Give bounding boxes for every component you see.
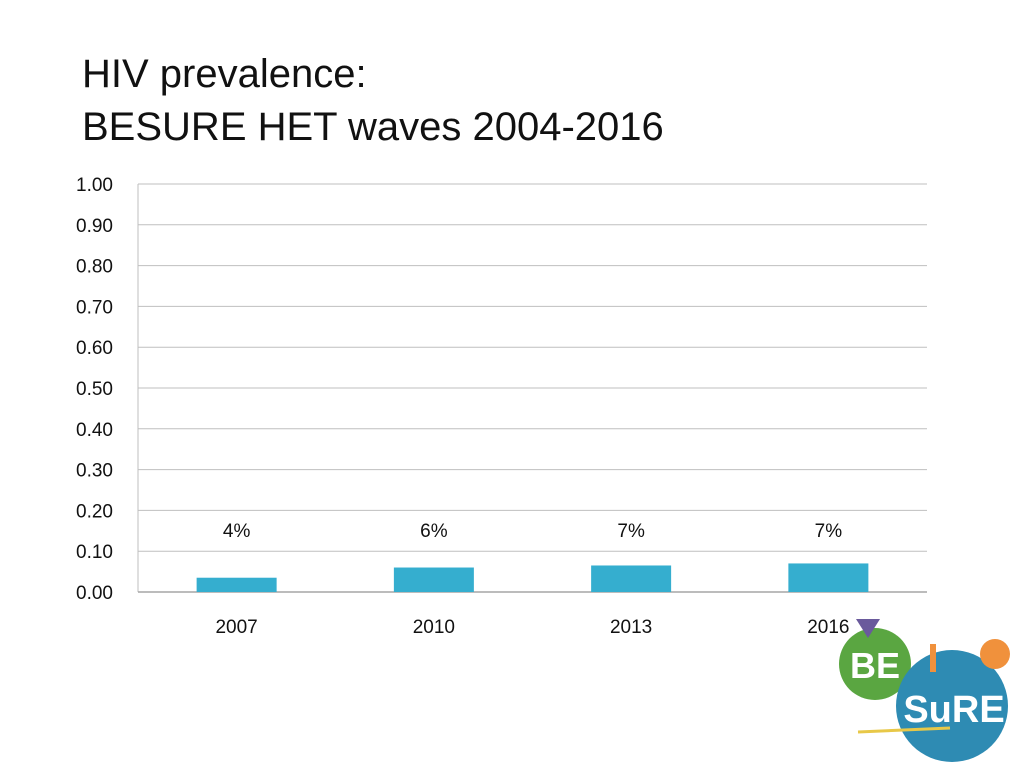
y-tick-label: 0.70: [76, 297, 113, 318]
logo-yellow-line: [857, 726, 951, 734]
bar: [393, 567, 474, 592]
y-tick-label: 0.00: [76, 583, 113, 604]
data-label: 4%: [223, 521, 251, 542]
slide-title-line-2: BESURE HET waves 2004-2016: [82, 105, 664, 149]
slide-title-line-1: HIV prevalence:: [82, 52, 367, 96]
y-tick-label: 0.30: [76, 461, 113, 482]
slide-title: HIV prevalence: BESURE HET waves 2004-20…: [82, 48, 664, 154]
y-tick-label: 0.40: [76, 420, 113, 441]
y-tick-label: 0.80: [76, 257, 113, 278]
logo-green-circle: [839, 628, 911, 700]
bar: [196, 577, 277, 592]
y-tick-label: 0.90: [76, 216, 113, 237]
bar: [591, 565, 672, 592]
logo-text-be: BE: [850, 645, 900, 686]
y-tick-label: 0.10: [76, 542, 113, 563]
y-tick-label: 0.20: [76, 501, 113, 522]
logo-orange-dot: [980, 639, 1010, 669]
y-tick-label: 1.00: [76, 175, 113, 196]
logo-blue-circle: [896, 650, 1008, 762]
y-tick-label: 0.60: [76, 338, 113, 359]
x-tick-label: 2016: [807, 617, 849, 638]
y-tick-label: 0.50: [76, 379, 113, 400]
logo-orange-bar: [930, 644, 936, 672]
x-tick-label: 2010: [413, 617, 455, 638]
data-label: 7%: [815, 521, 843, 542]
x-tick-label: 2007: [215, 617, 257, 638]
data-label: 6%: [420, 521, 448, 542]
x-tick-label: 2013: [610, 617, 652, 638]
bar: [788, 563, 869, 592]
logo-text-sure: SuRE: [903, 689, 1004, 731]
logo-triangle-icon: [856, 619, 880, 638]
besure-logo: BE SuRE: [839, 619, 1010, 762]
data-label: 7%: [617, 521, 645, 542]
